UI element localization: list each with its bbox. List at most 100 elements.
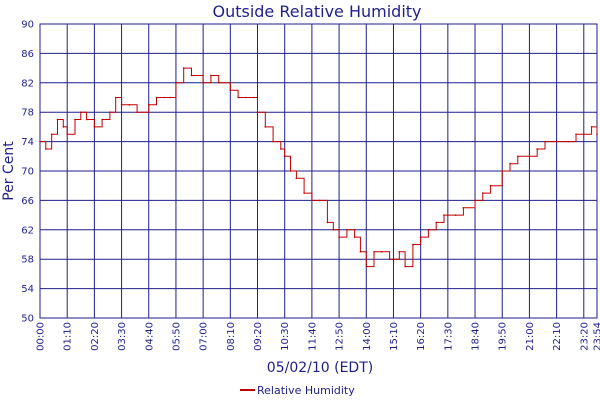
x-tick-label: 08:10: [226, 322, 237, 351]
data-point: [101, 118, 103, 121]
data-point: [295, 177, 298, 180]
series-line-relative-humidity: [40, 67, 598, 268]
x-tick-label: 15:10: [389, 322, 400, 351]
x-tick-label: 04:40: [144, 322, 155, 351]
data-point: [509, 162, 511, 165]
x-axis-ticks: 00:00 01:10 02:20 03:30 04:40 05:50 07:00 08:10…: [36, 322, 600, 351]
y-tick-label: 78: [21, 108, 34, 119]
series-layer: [39, 67, 598, 268]
data-point: [365, 265, 368, 268]
data-point: [136, 111, 138, 113]
y-tick-label: 74: [21, 137, 34, 148]
data-point: [79, 111, 82, 113]
data-point: [582, 133, 585, 136]
y-tick-label: 86: [21, 49, 34, 60]
data-point: [381, 251, 383, 253]
data-point: [245, 96, 247, 99]
data-point: [567, 140, 570, 143]
x-tick-label: 01:10: [63, 322, 74, 351]
data-point: [318, 199, 321, 202]
data-point: [202, 82, 204, 84]
data-point: [489, 184, 492, 187]
data-point: [427, 229, 430, 231]
x-tick-label: 12:50: [335, 322, 346, 351]
data-point: [462, 206, 465, 209]
x-tick-label: 22:10: [552, 322, 563, 351]
data-point: [128, 104, 131, 106]
y-tick-label: 70: [21, 167, 34, 178]
x-tick-label: 23:54: [593, 322, 600, 351]
data-point: [338, 236, 340, 238]
x-tick-label: 02:20: [90, 322, 101, 351]
data-point: [39, 140, 41, 143]
data-point: [217, 82, 220, 84]
y-tick-label: 66: [21, 196, 34, 207]
data-point: [252, 96, 255, 99]
data-point: [412, 243, 414, 246]
plot-frame: [39, 23, 598, 319]
data-point: [346, 229, 348, 231]
x-tick-label: 10:30: [280, 322, 291, 351]
data-point: [66, 133, 68, 136]
x-tick-label: 05:50: [171, 322, 182, 351]
data-point: [147, 104, 150, 106]
data-point: [501, 170, 504, 172]
data-point: [93, 126, 96, 128]
data-point: [555, 140, 558, 143]
data-point: [516, 155, 519, 158]
y-tick-label: 90: [21, 20, 34, 31]
data-point: [454, 214, 457, 216]
y-tick-label: 54: [21, 284, 34, 295]
y-tick-label: 82: [21, 78, 34, 89]
data-point: [373, 251, 375, 253]
grid: [39, 23, 598, 319]
x-tick-label: 17:30: [443, 322, 454, 351]
data-point: [359, 251, 362, 253]
y-tick-label: 50: [21, 314, 34, 325]
data-point: [175, 82, 177, 84]
x-tick-label: 00:00: [36, 322, 47, 351]
data-point: [575, 133, 577, 136]
data-point: [182, 67, 185, 69]
data-point: [114, 96, 117, 99]
data-point: [56, 118, 59, 121]
y-axis-label: Per Cent: [1, 141, 17, 201]
data-point: [311, 199, 313, 202]
data-point: [392, 258, 395, 261]
data-point: [482, 192, 484, 194]
data-point: [596, 133, 598, 136]
x-tick-label: 16:20: [416, 322, 427, 351]
x-tick-label: 14:00: [362, 322, 373, 351]
data-point: [289, 170, 292, 172]
data-point: [280, 148, 282, 150]
data-point: [443, 214, 445, 216]
data-point: [169, 96, 171, 99]
data-point: [190, 74, 193, 77]
data-point: [62, 126, 65, 128]
x-tick-label: 03:30: [117, 322, 128, 351]
data-point: [332, 229, 335, 231]
data-point: [237, 96, 239, 99]
x-tick-label: 07:00: [199, 322, 210, 351]
data-point: [85, 118, 88, 121]
x-tick-label: 19:50: [498, 322, 509, 351]
data-point: [283, 155, 286, 158]
data-point: [155, 96, 158, 99]
y-tick-label: 62: [21, 225, 34, 236]
x-tick-label: 21:00: [525, 322, 536, 351]
data-point: [264, 126, 267, 128]
x-tick-label: 09:20: [253, 322, 264, 351]
x-tick-label: 23:20: [579, 322, 590, 351]
data-point: [404, 265, 406, 268]
legend: Relative Humidity: [240, 384, 355, 397]
y-axis-ticks: 50 54 58 62 66 70 74 78 82 86 90: [21, 20, 34, 325]
data-point: [74, 118, 76, 121]
data-point: [303, 192, 305, 194]
data-point: [353, 236, 356, 238]
chart-title: Outside Relative Humidity: [212, 2, 421, 21]
data-point: [528, 155, 531, 158]
data-point: [163, 96, 166, 99]
data-point: [326, 221, 329, 224]
data-point: [45, 148, 47, 150]
